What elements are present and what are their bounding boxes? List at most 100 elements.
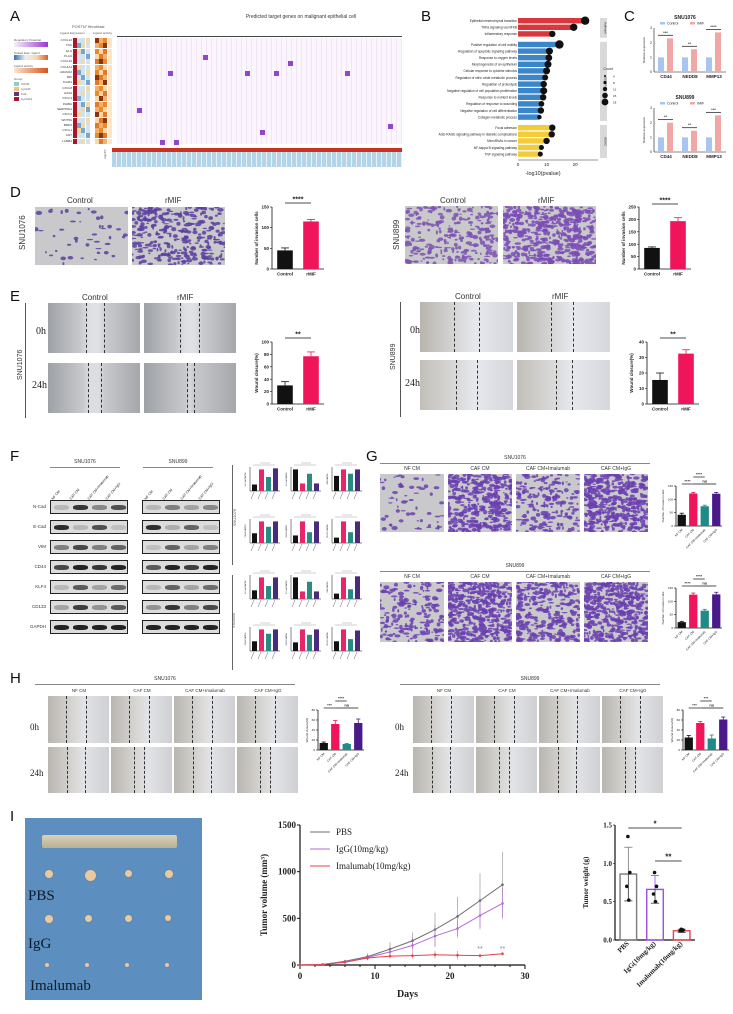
e2-control-0h-image <box>420 302 513 352</box>
e2-row-0h: 0h <box>410 325 420 336</box>
g-micrograph-1 <box>448 582 512 642</box>
svg-text:40: 40 <box>639 340 645 345</box>
svg-text:rMIF: rMIF <box>681 407 691 412</box>
f-protein-label: N-Cad <box>32 504 46 509</box>
svg-text:***: *** <box>327 703 332 708</box>
group-swatch-icaf <box>14 92 19 96</box>
svg-text:Regulation of proteolysis: Regulation of proteolysis <box>482 82 517 86</box>
h-row-label-24h: 24h <box>30 768 44 778</box>
svg-text:Imalumab(10mg/kg): Imalumab(10mg/kg) <box>635 939 685 989</box>
g-snu899-line <box>380 571 650 572</box>
i-tumor-volume-chart: 0 500 1000 1500 0 10 20 30 Days Tumor volume (mm³… <box>255 810 535 1014</box>
e1-rmif-0h-image <box>144 303 236 353</box>
f-protein-label: VIM <box>37 544 46 549</box>
svg-text:**: ** <box>295 332 301 339</box>
f-blot-cd44-snu899 <box>142 560 220 574</box>
d2-invasion-bar-chart: 0 50 100 150 200 250 Control rMIF Number of inva… <box>617 195 702 290</box>
svg-text:1: 1 <box>650 56 652 60</box>
ligand-label: HAS2 <box>64 91 72 95</box>
svg-text:200: 200 <box>628 217 636 222</box>
f-blot-cd133-snu899 <box>142 600 220 614</box>
f-side-label-snu1076: SNU1076 <box>232 508 238 527</box>
f-cell-line-snu899: SNU899 <box>168 459 188 465</box>
svg-text:100: 100 <box>261 225 269 230</box>
i-label-pbs: PBS <box>28 888 55 904</box>
svg-text:**: ** <box>670 332 676 339</box>
i-tumor-photo: PBS IgG Imalumab <box>25 818 202 1000</box>
panel-c-snu1076-chart: SNU1076 Control rMIF 0 1 2 3 Relative expressio… <box>640 14 730 84</box>
f-lane-labels: NF CM CAF CM CAF CM+Imalumab CAF CM+IgG NF C… <box>48 470 218 505</box>
panel-letter-f: F <box>10 448 20 465</box>
svg-text:CAF CM: CAF CM <box>326 752 337 763</box>
svg-text:3: 3 <box>650 106 652 110</box>
svg-text:Control: Control <box>667 102 679 106</box>
svg-text:Response to oxygen levels: Response to oxygen levels <box>479 56 518 60</box>
svg-text:VIM/GAPDH: VIM/GAPDH <box>326 581 329 593</box>
f-protein-label: GAPDH <box>29 624 46 629</box>
tumor-specimen <box>165 963 169 967</box>
svg-text:0: 0 <box>678 748 680 752</box>
g-group-label: NF CM <box>404 466 420 472</box>
svg-text:ns: ns <box>702 479 707 484</box>
svg-text:CD44: CD44 <box>660 74 672 79</box>
svg-text:NEDD8: NEDD8 <box>682 74 698 79</box>
svg-text:CAF CM: CAF CM <box>162 488 174 501</box>
svg-text:12: 12 <box>613 88 617 92</box>
svg-text:Positive regulation of cell mo: Positive regulation of cell motility <box>471 43 517 47</box>
svg-text:15: 15 <box>613 94 617 98</box>
g-micrograph-2 <box>516 582 580 642</box>
svg-text:TNFa signaling via NFKB: TNFa signaling via NFKB <box>481 26 517 30</box>
svg-text:***: *** <box>711 107 716 112</box>
panel-a-legend: Regulatory Potential Scaled Expr. ligand… <box>14 38 48 101</box>
h-row-label-0h: 0h <box>30 722 39 732</box>
h-wound-image-2-24h <box>174 747 235 793</box>
svg-text:Number of invasion cells: Number of invasion cells <box>621 211 626 265</box>
svg-text:60: 60 <box>677 718 681 722</box>
svg-text:CAF CM: CAF CM <box>684 528 695 539</box>
svg-text:50: 50 <box>264 246 270 251</box>
legend-scaled-gradient <box>14 55 48 60</box>
f-protein-label: KLF4 <box>35 584 46 589</box>
svg-text:NF-kappa B signaling pathway: NF-kappa B signaling pathway <box>474 146 518 150</box>
ligand-label: WNT5A <box>61 117 73 122</box>
svg-text:Cellular response to cytokine: Cellular response to cytokine stimulus <box>463 69 517 73</box>
svg-text:18: 18 <box>613 101 617 105</box>
svg-text:****: **** <box>696 472 703 477</box>
d2-label-control: Control <box>440 196 466 205</box>
svg-text:0: 0 <box>298 971 303 981</box>
svg-text:Wound closure(%): Wound closure(%) <box>629 353 634 393</box>
svg-text:rMIF: rMIF <box>306 272 316 277</box>
g-cell-line-snu1076: SNU1076 <box>504 455 526 461</box>
ligand-label: COL4A1 <box>60 64 72 69</box>
panel-letter-d: D <box>10 184 21 201</box>
svg-text:80: 80 <box>312 708 316 712</box>
svg-text:rMIF: rMIF <box>697 102 704 106</box>
svg-text:150: 150 <box>668 484 673 488</box>
svg-text:Relative expression: Relative expression <box>642 117 646 144</box>
svg-text:***: *** <box>704 696 709 701</box>
svg-text:50: 50 <box>670 613 674 617</box>
svg-text:Wound closure(%): Wound closure(%) <box>670 718 674 743</box>
e1-row-24h: 24h <box>32 380 47 391</box>
svg-text:*: * <box>653 820 657 829</box>
g-cell-line-snu899: SNU899 <box>505 563 525 569</box>
svg-text:NEDD8: NEDD8 <box>682 154 698 159</box>
svg-text:VIM/GAPDH: VIM/GAPDH <box>326 473 329 485</box>
f-blot-cd133-snu1076 <box>50 600 128 614</box>
ligand-label: TNC <box>65 43 72 48</box>
panel-a-log2fc-heatmap <box>112 148 402 167</box>
h-wound-image-3-24h <box>237 747 298 793</box>
svg-text:60: 60 <box>312 718 316 722</box>
svg-text:CD44/GAPDH: CD44/GAPDH <box>244 632 247 645</box>
h-group-label: CAF CM+IgG <box>619 688 647 693</box>
ligand-label: ADAM12 <box>59 69 72 74</box>
svg-text:0: 0 <box>633 267 636 272</box>
ligand-label: CXCL16 <box>60 59 72 64</box>
i-label-imalumab: Imalumab <box>30 978 91 994</box>
d1-invasion-bar-chart: 0 50 100 150 Control rMIF Number of invasion c… <box>250 195 330 285</box>
group-label: myoCAF <box>21 87 31 91</box>
svg-text:40: 40 <box>677 728 681 732</box>
svg-text:Negative regulation of cell di: Negative regulation of cell differentiat… <box>460 109 517 113</box>
svg-text:***: *** <box>663 30 668 35</box>
svg-text:0.5: 0.5 <box>603 898 612 906</box>
